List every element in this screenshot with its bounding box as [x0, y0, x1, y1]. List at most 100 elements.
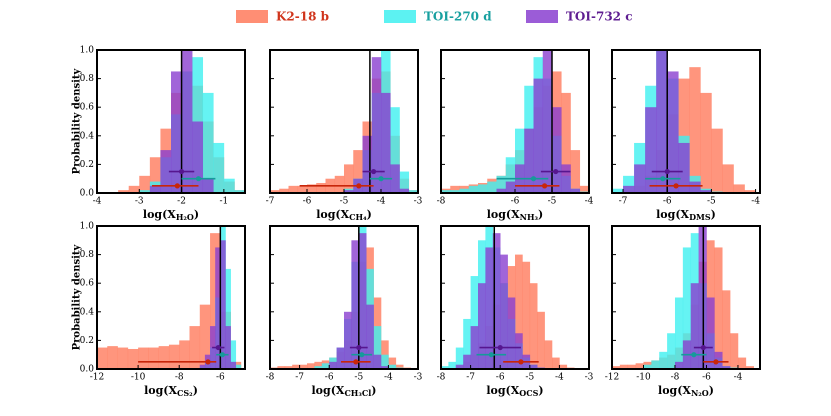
histogram-bar [627, 364, 636, 369]
histogram-bar [659, 351, 668, 369]
x-tick-label: -5 [707, 197, 716, 207]
histogram-bar [722, 164, 734, 193]
x-axis-label-part: log(X [656, 208, 689, 221]
x-tick-label: -5 [525, 373, 534, 383]
x-tick-label: -8 [437, 197, 446, 207]
histogram-bar [408, 190, 418, 193]
x-tick-label: -6 [511, 197, 520, 207]
legend-label: TOI-270 d [424, 10, 492, 24]
histogram-bar [381, 92, 391, 193]
x-axis-label-part: ) [371, 384, 376, 397]
median-marker [371, 168, 377, 175]
median-marker [691, 352, 697, 358]
x-axis-label-part: log(X [311, 384, 344, 397]
histogram-bar [351, 240, 360, 369]
histogram-bar [149, 157, 161, 193]
histogram-bar [689, 67, 701, 193]
histogram-bar [215, 247, 221, 369]
histogram-bar [388, 357, 397, 369]
histogram-bar [478, 184, 488, 193]
x-tick-label: -4 [377, 197, 386, 207]
histogram-bar [171, 71, 182, 193]
histogram-bar [643, 364, 652, 369]
panel-frame [269, 225, 419, 370]
histogram-bar [307, 363, 315, 369]
histogram-bar [390, 164, 400, 193]
histogram-bar [645, 107, 657, 193]
x-axis-label: log(XN₂O) [658, 384, 714, 398]
x-tick-label: -6 [496, 373, 505, 383]
x-tick-label: -8 [437, 373, 446, 383]
histogram-bar [297, 185, 308, 193]
histogram-bar [515, 254, 523, 369]
histogram-bar [441, 366, 449, 369]
histogram-bar [139, 175, 151, 193]
histogram-bar [450, 185, 460, 193]
histogram-bar [505, 157, 516, 193]
histogram-bar [485, 247, 494, 369]
histogram-bar [524, 128, 534, 193]
histogram-bar [711, 128, 723, 193]
x-tick-label: -5 [548, 197, 557, 207]
y-axis-label: Probability density [72, 67, 83, 174]
histogram-bar [533, 78, 544, 193]
histogram-bar [213, 142, 225, 193]
histogram-bar [722, 290, 731, 369]
histogram-bar [700, 92, 712, 193]
histogram-bar [706, 297, 715, 369]
y-tick-label: 0.0 [80, 189, 95, 199]
median-marker [195, 176, 202, 182]
x-tick-label: -8 [671, 373, 680, 383]
histogram-bar [612, 188, 624, 193]
histogram-bar [744, 190, 756, 193]
histogram-bar [270, 190, 280, 193]
x-axis-label-part: H₂O [176, 212, 194, 222]
x-tick-label: -6 [303, 197, 312, 207]
panel-frame [611, 225, 761, 370]
histogram-bar [492, 233, 501, 369]
x-axis-label-part: ) [538, 384, 543, 397]
histogram-bar [202, 92, 214, 193]
histogram-bar [277, 366, 286, 369]
histogram-bar [559, 364, 568, 369]
x-axis-label: log(XCS₂) [144, 384, 198, 398]
x-tick-label: -7 [295, 373, 304, 383]
histogram-bar [674, 297, 684, 369]
histogram-bar [448, 361, 457, 369]
legend-label: TOI-732 c [566, 10, 633, 24]
histogram-bar [570, 150, 581, 193]
y-tick-label: 1.0 [80, 222, 95, 232]
histogram-bar [496, 175, 507, 193]
x-axis-label-part: DMS [689, 212, 711, 222]
x-tick-label: -6 [325, 373, 334, 383]
histogram-bar [366, 304, 374, 369]
histogram-bar [714, 247, 723, 369]
histogram-bar [168, 344, 180, 369]
histogram-bar [529, 283, 538, 369]
histogram-bar [358, 233, 367, 369]
x-axis-label-part: log(X [143, 208, 176, 221]
histogram-bar [139, 190, 151, 193]
x-tick-label: -3 [414, 197, 423, 207]
median-marker [713, 359, 719, 365]
histogram-bar [127, 348, 139, 369]
histogram-bar [314, 361, 323, 369]
histogram-bar [107, 346, 118, 369]
histogram-bar [552, 357, 560, 369]
histogram-bar [321, 363, 330, 369]
legend-swatch [384, 10, 416, 23]
histogram-bar [441, 190, 451, 193]
median-marker [205, 359, 211, 365]
histogram-bar [234, 190, 245, 193]
histogram-bar [714, 351, 723, 369]
y-tick-label: 0.2 [80, 160, 94, 170]
x-tick-label: -7 [619, 197, 628, 207]
histogram-bar [179, 340, 190, 369]
x-axis-label: log(XCH₃Cl) [311, 384, 376, 398]
median-marker [700, 344, 706, 351]
panel [441, 226, 575, 369]
histogram-bar [470, 276, 479, 369]
x-tick-label: -4 [555, 373, 564, 383]
x-axis-label: log(XH₂O) [143, 208, 199, 222]
x-axis-label-part: OCS [519, 388, 538, 398]
